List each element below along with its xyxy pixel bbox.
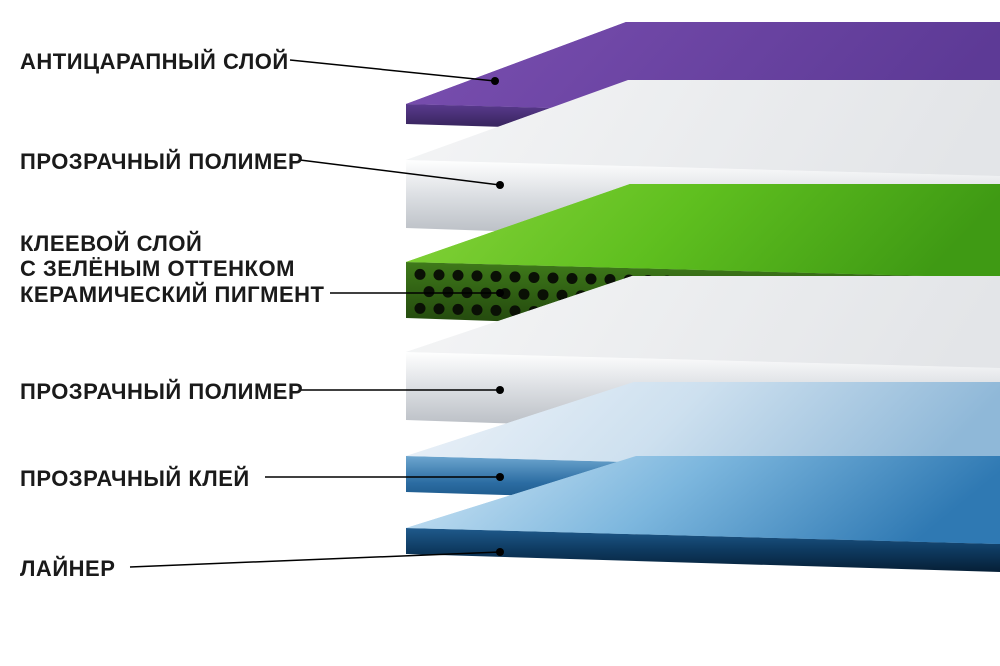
label-adhesive_green_ceramic: КЛЕЕВОЙ СЛОЙ С ЗЕЛЁНЫМ ОТТЕНКОМ КЕРАМИЧЕ… <box>20 231 324 307</box>
leader-dot <box>496 386 504 394</box>
leader-line <box>130 552 500 567</box>
label-liner: ЛАЙНЕР <box>20 556 115 581</box>
label-anti_scratch: АНТИЦАРАПНЫЙ СЛОЙ <box>20 49 289 74</box>
leader-dot <box>491 77 499 85</box>
label-clear_polymer_2: ПРОЗРАЧНЫЙ ПОЛИМЕР <box>20 379 303 404</box>
leader-line <box>290 60 495 81</box>
label-clear_polymer_1: ПРОЗРАЧНЫЙ ПОЛИМЕР <box>20 149 303 174</box>
leader-dot <box>496 181 504 189</box>
leader-dot <box>496 548 504 556</box>
leader-dot <box>496 473 504 481</box>
label-clear_adhesive: ПРОЗРАЧНЫЙ КЛЕЙ <box>20 466 250 491</box>
leader-dot <box>496 289 504 297</box>
